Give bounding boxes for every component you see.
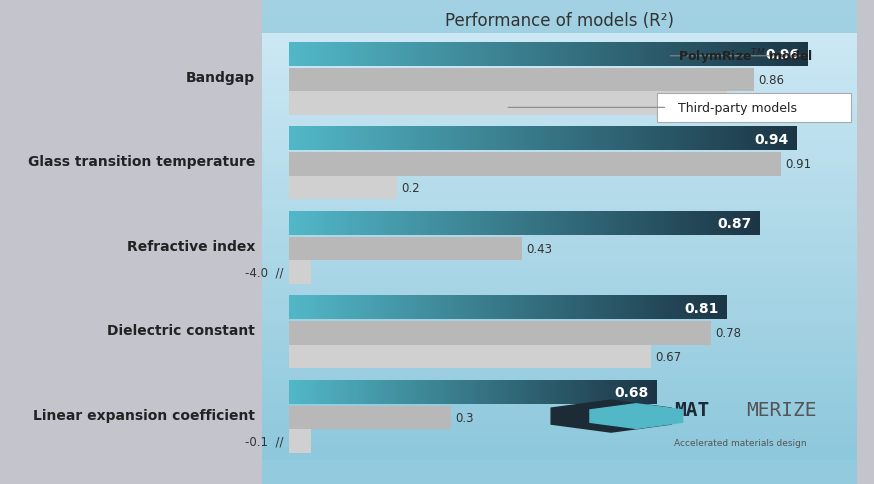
Text: 0.78: 0.78: [715, 327, 741, 340]
Text: MAT: MAT: [674, 400, 710, 419]
Text: 0.81: 0.81: [732, 97, 757, 110]
Text: 0.3: 0.3: [455, 411, 474, 424]
Text: -0.1  //: -0.1 //: [246, 435, 284, 448]
Bar: [289, 261, 311, 285]
Text: 0.86: 0.86: [758, 74, 784, 87]
Bar: [289, 345, 651, 369]
Text: 0.2: 0.2: [401, 182, 420, 195]
Bar: [289, 406, 451, 429]
Bar: [289, 321, 711, 345]
Text: PolymRize$^{TM}$ model: PolymRize$^{TM}$ model: [678, 47, 813, 66]
Bar: [289, 68, 754, 92]
Text: 0.43: 0.43: [526, 242, 551, 256]
Polygon shape: [590, 404, 683, 429]
Bar: [289, 153, 780, 176]
Bar: [289, 429, 311, 453]
Text: 0.68: 0.68: [614, 385, 649, 399]
Bar: [289, 92, 727, 116]
Title: Performance of models (R²): Performance of models (R²): [445, 12, 674, 30]
Text: MERIZE: MERIZE: [746, 400, 817, 419]
Text: 0.67: 0.67: [656, 350, 682, 363]
Text: 0.81: 0.81: [684, 301, 718, 315]
Text: 0.91: 0.91: [785, 158, 811, 171]
Text: 0.87: 0.87: [717, 217, 751, 231]
Bar: [289, 237, 522, 261]
Text: Third-party models: Third-party models: [678, 102, 797, 115]
Text: 0.96: 0.96: [766, 48, 800, 62]
Polygon shape: [551, 400, 671, 432]
Text: -4.0  //: -4.0 //: [246, 266, 284, 279]
Text: Accelerated materials design: Accelerated materials design: [674, 438, 807, 447]
Text: 0.94: 0.94: [755, 132, 789, 146]
Bar: [289, 176, 398, 200]
FancyBboxPatch shape: [656, 94, 851, 122]
